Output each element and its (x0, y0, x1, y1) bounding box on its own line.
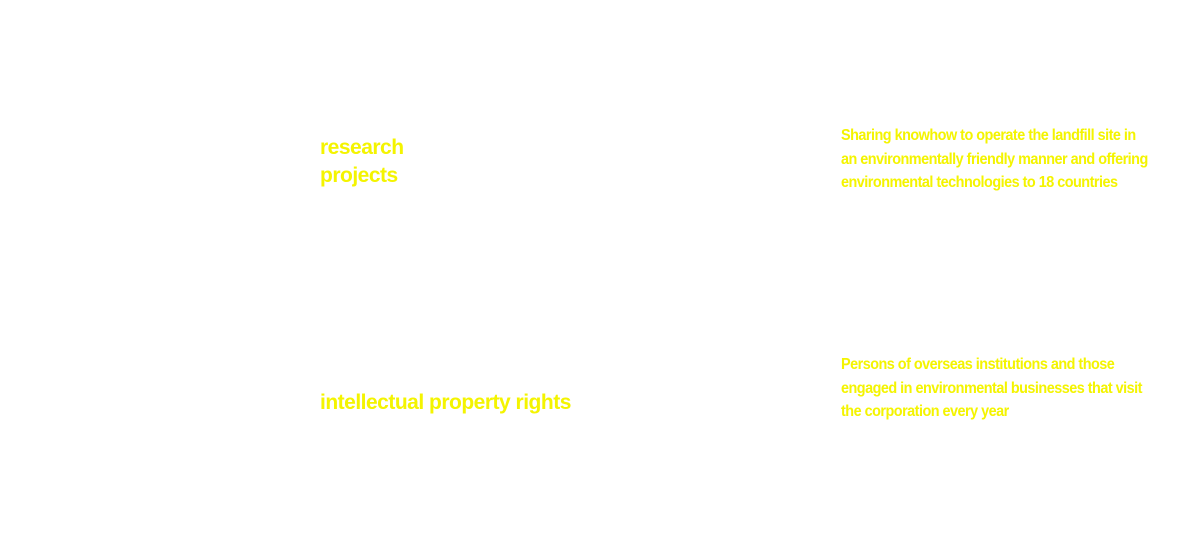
visitors-description: Persons of overseas institutions and tho… (841, 353, 1168, 424)
description-line: an environmentally friendly manner and o… (841, 150, 1148, 168)
label-line: projects (320, 164, 398, 187)
research-projects-label: research projects (320, 134, 404, 190)
description-line: the corporation every year (841, 403, 1009, 420)
research-projects-description: Sharing knowhow to operate the landfill … (841, 124, 1168, 195)
description-line: Sharing knowhow to operate the landfill … (841, 127, 1136, 144)
label-line: research (320, 136, 404, 159)
description-line: engaged in environmental businesses that… (841, 379, 1142, 397)
description-line: environmental technologies to 18 countri… (841, 174, 1118, 191)
label-line: intellectual property rights (320, 391, 571, 414)
description-line: Persons of overseas institutions and tho… (841, 356, 1115, 373)
intellectual-property-rights-label: intellectual property rights (320, 389, 571, 417)
